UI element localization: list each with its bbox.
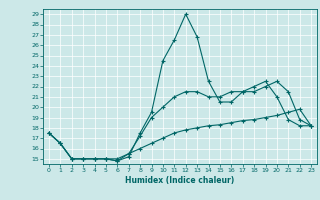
X-axis label: Humidex (Indice chaleur): Humidex (Indice chaleur) — [125, 176, 235, 185]
